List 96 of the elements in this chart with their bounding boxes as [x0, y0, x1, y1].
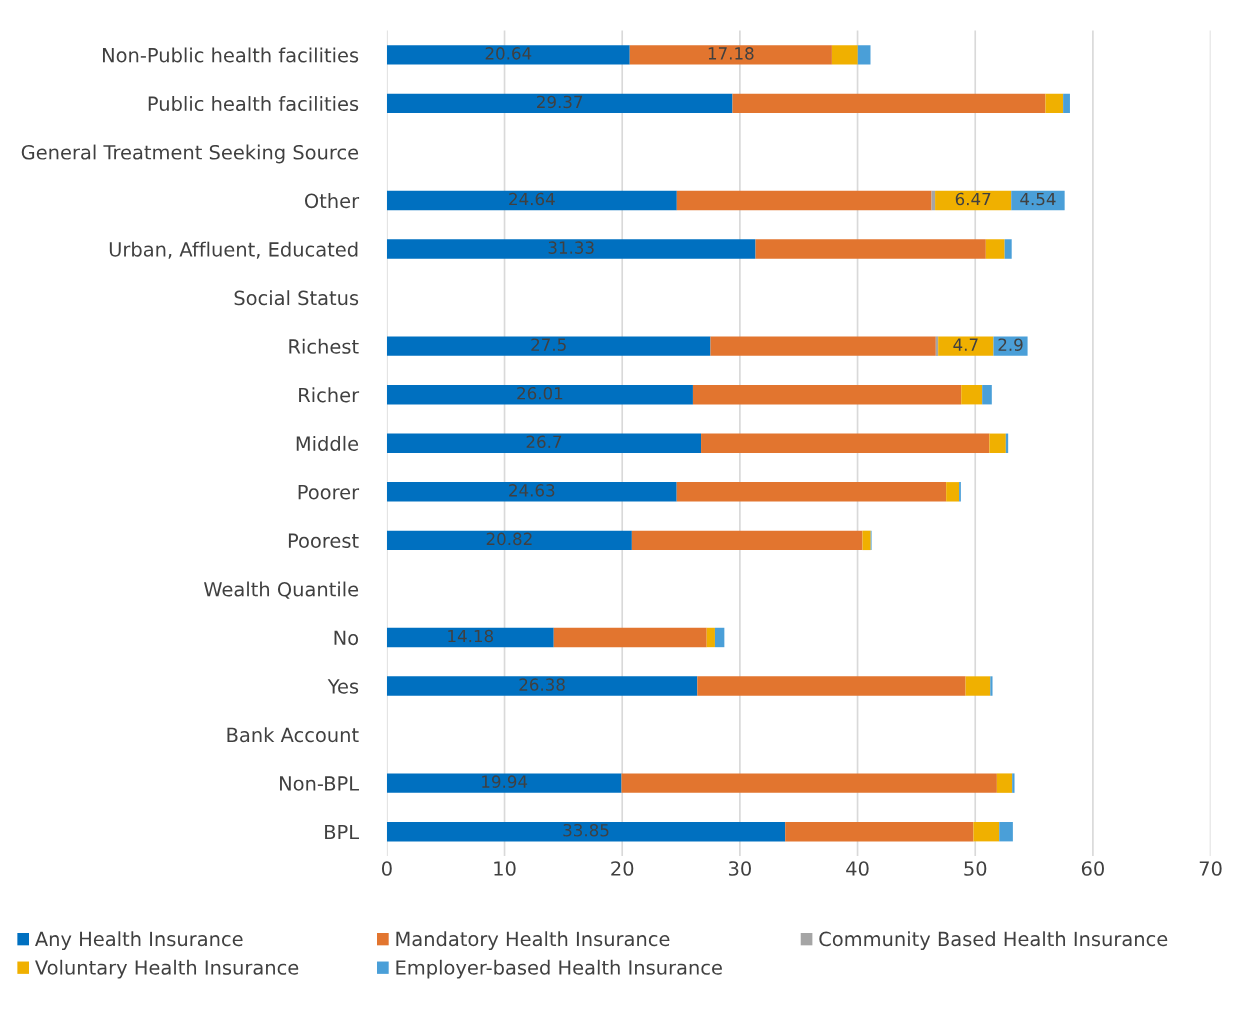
data-label: 17.18 — [708, 47, 754, 60]
data-label: 20.64 — [485, 47, 532, 60]
bar — [386, 93, 733, 114]
y-tick-label: BPL — [325, 824, 359, 840]
y-tick-label: Richer — [299, 387, 360, 403]
legend-label: Community Based Health Insurance — [819, 931, 1168, 951]
bar — [857, 45, 871, 65]
bar — [386, 821, 786, 842]
y-tick-label: Yes — [327, 679, 359, 694]
bar — [985, 239, 1005, 259]
data-label: 29.37 — [537, 95, 583, 109]
bar — [629, 45, 832, 65]
x-tick-label: 50 — [964, 861, 987, 876]
data-label: 6.47 — [955, 192, 991, 206]
bar — [697, 676, 966, 696]
y-tick-label: Social Status — [234, 290, 359, 306]
x-tick-label: 60 — [1081, 861, 1104, 876]
bar — [831, 45, 858, 65]
data-label: 20.82 — [486, 532, 532, 546]
y-tick-label: Public health facilities — [148, 96, 359, 112]
bar — [553, 627, 707, 648]
bar — [692, 385, 962, 405]
bar — [990, 676, 993, 696]
x-tick-label: 0 — [381, 861, 392, 876]
y-tick-label: No — [334, 630, 359, 646]
bar — [621, 773, 997, 793]
bar — [706, 627, 715, 648]
bar — [785, 821, 974, 842]
bar — [938, 336, 994, 356]
bar — [732, 93, 1046, 114]
y-tick-label: Poorest — [288, 533, 359, 549]
legend-label: Any Health Insurance — [35, 931, 243, 951]
legend-label: Mandatory Health Insurance — [396, 931, 670, 951]
bar — [676, 482, 947, 502]
x-tick-label: 40 — [846, 861, 869, 876]
data-label: 31.33 — [548, 241, 594, 254]
bar — [965, 676, 991, 696]
bar — [386, 385, 693, 405]
bar — [996, 773, 1013, 793]
bar — [989, 433, 1006, 453]
bar — [1063, 93, 1070, 114]
data-label: 33.85 — [563, 823, 609, 837]
data-label: 26.7 — [526, 435, 562, 449]
bar — [1012, 773, 1015, 793]
bar — [386, 530, 632, 551]
bar — [386, 45, 630, 65]
bar — [1045, 93, 1064, 114]
y-tick-label: Non-Public health facilities — [102, 47, 359, 63]
bar — [386, 336, 711, 356]
bar — [999, 821, 1013, 842]
x-tick-label: 30 — [729, 861, 751, 876]
data-label: 26.01 — [517, 386, 563, 400]
bar — [386, 482, 677, 502]
y-tick-label: Non-BPL — [280, 776, 359, 791]
data-label: 4.54 — [1020, 192, 1056, 206]
bar — [386, 433, 702, 453]
data-label: 4.7 — [953, 338, 978, 351]
bar — [935, 190, 1012, 211]
bar — [386, 627, 554, 648]
y-tick-label: Richest — [289, 338, 359, 354]
bar — [714, 627, 725, 648]
bar — [755, 239, 986, 259]
bar — [973, 821, 1000, 842]
x-tick-label: 70 — [1199, 861, 1222, 876]
bar — [631, 530, 863, 551]
bar — [993, 336, 1028, 356]
bar — [710, 336, 936, 356]
data-label: 24.63 — [509, 484, 555, 497]
x-tick-label: 20 — [611, 861, 634, 876]
bar — [1004, 239, 1012, 259]
bar — [982, 385, 992, 405]
x-tick-label: 10 — [494, 861, 516, 876]
bar — [386, 190, 677, 211]
data-label: 26.38 — [519, 678, 565, 691]
bar — [862, 530, 871, 551]
data-label: 24.64 — [509, 192, 555, 206]
bar — [386, 239, 756, 259]
bar — [946, 482, 960, 502]
bar — [386, 676, 698, 696]
y-tick-label: Poorer — [298, 485, 360, 500]
y-tick-label: General Treatment Seeking Source — [21, 144, 359, 164]
legend-label: Voluntary Health Insurance — [35, 959, 299, 979]
bar — [676, 190, 932, 211]
legend-label: Employer-based Health Insurance — [396, 959, 722, 979]
data-label: 27.5 — [531, 338, 566, 351]
data-label: 14.18 — [448, 629, 494, 643]
bar — [961, 385, 983, 405]
y-tick-label: Urban, Affluent, Educated — [109, 241, 358, 259]
y-tick-label: Bank Account — [227, 727, 359, 743]
bar — [701, 433, 990, 453]
y-tick-label: Wealth Quantile — [204, 581, 359, 599]
bar — [386, 773, 622, 793]
data-label: 19.94 — [482, 775, 528, 788]
y-tick-label: Middle — [296, 435, 359, 451]
y-tick-label: Other — [304, 193, 360, 209]
data-label: 2.9 — [998, 338, 1023, 351]
